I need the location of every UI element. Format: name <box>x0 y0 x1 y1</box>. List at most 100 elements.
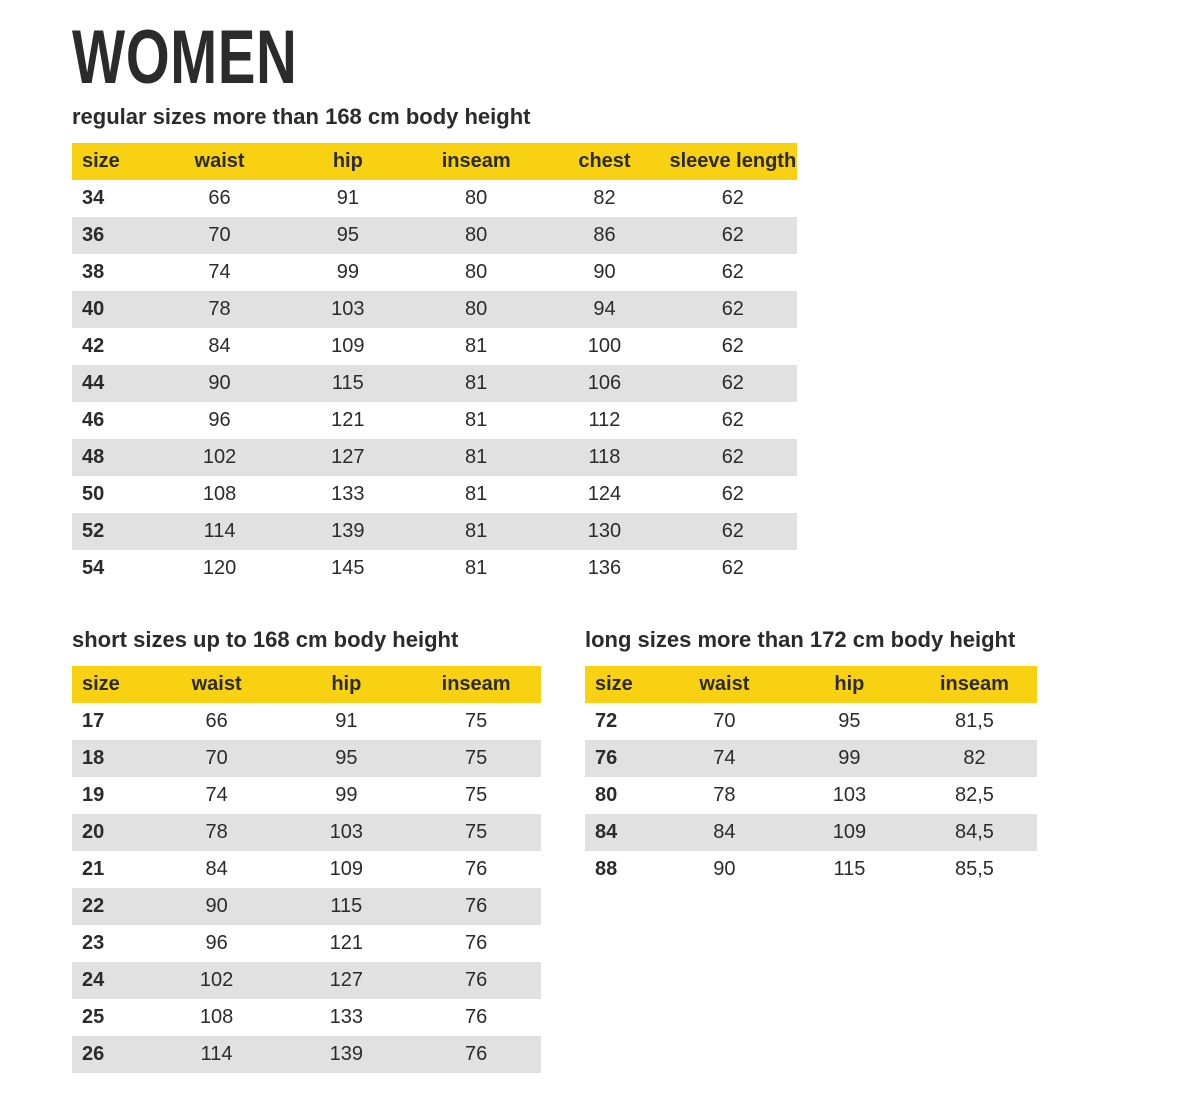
value-cell: 82,5 <box>954 784 994 806</box>
size-cell: 76 <box>595 747 618 769</box>
table-row: 72 70 95 81,5 <box>585 703 1037 740</box>
value-cell: 112 <box>588 409 621 431</box>
value-cell: 66 <box>208 187 231 209</box>
column-header-size: size <box>585 666 662 703</box>
long-sizes-subtitle: long sizes more than 172 cm body height <box>585 627 1016 652</box>
size-cell: 72 <box>595 710 618 732</box>
value-cell: 84 <box>205 858 228 880</box>
size-cell: 40 <box>82 298 105 320</box>
column-header-chest: chest <box>540 143 669 180</box>
size-cell: 42 <box>82 335 105 357</box>
value-cell: 62 <box>721 298 744 320</box>
short-sizes-section: short sizes up to 168 cm body height siz… <box>72 627 541 1073</box>
value-cell: 81 <box>465 372 488 394</box>
table-row: 42 84 109 81 100 62 <box>72 328 797 365</box>
value-cell: 62 <box>721 187 744 209</box>
column-header-inseam: inseam <box>411 666 541 703</box>
table-row: 46 96 121 81 112 62 <box>72 402 797 439</box>
size-cell: 25 <box>82 1006 105 1028</box>
value-cell: 102 <box>202 446 237 468</box>
value-cell: 76 <box>464 858 488 880</box>
size-cell: 18 <box>82 747 105 769</box>
value-cell: 82 <box>593 187 616 209</box>
table-row: 26 114 139 76 <box>72 1036 541 1073</box>
size-cell: 21 <box>82 858 105 880</box>
value-cell: 121 <box>329 932 364 954</box>
value-cell: 84 <box>713 821 736 843</box>
value-cell: 109 <box>331 335 365 357</box>
value-cell: 95 <box>336 224 359 246</box>
column-header-inseam: inseam <box>911 666 1037 703</box>
value-cell: 74 <box>205 784 228 806</box>
value-cell: 76 <box>464 895 488 917</box>
value-cell: 84,5 <box>954 821 994 843</box>
value-cell: 99 <box>335 784 358 806</box>
size-cell: 38 <box>82 261 105 283</box>
value-cell: 62 <box>721 557 744 579</box>
value-cell: 75 <box>464 747 488 769</box>
size-cell: 46 <box>82 409 105 431</box>
size-cell: 48 <box>82 446 105 468</box>
value-cell: 81 <box>465 335 488 357</box>
value-cell: 62 <box>721 224 744 246</box>
size-cell: 84 <box>595 821 618 843</box>
value-cell: 118 <box>588 446 621 468</box>
value-cell: 78 <box>208 298 231 320</box>
column-header-hip: hip <box>283 143 412 180</box>
value-cell: 62 <box>721 446 744 468</box>
value-cell: 81 <box>465 520 488 542</box>
size-cell: 44 <box>82 372 105 394</box>
size-cell: 34 <box>82 187 105 209</box>
value-cell: 145 <box>331 557 365 579</box>
value-cell: 81 <box>465 483 488 505</box>
table-row: 38 74 99 80 90 62 <box>72 254 797 291</box>
value-cell: 121 <box>331 409 365 431</box>
table-row: 21 84 109 76 <box>72 851 541 888</box>
table-row: 48 102 127 81 118 62 <box>72 439 797 476</box>
size-cell: 23 <box>82 932 105 954</box>
value-cell: 100 <box>587 335 622 357</box>
value-cell: 114 <box>203 520 236 542</box>
value-cell: 75 <box>464 784 488 806</box>
long-sizes-table: size waist hip inseam 72 70 95 81,5 76 74 99 82 80 78… <box>585 666 1037 888</box>
value-cell: 62 <box>721 335 744 357</box>
value-cell: 90 <box>593 261 616 283</box>
value-cell: 70 <box>208 224 231 246</box>
value-cell: 62 <box>721 520 744 542</box>
value-cell: 133 <box>331 483 365 505</box>
short-sizes-table: size waist hip inseam 17 66 91 75 18 70 95 75 19 74 99… <box>72 666 541 1073</box>
page-title: WOMEN <box>72 15 298 100</box>
header-row: size waist hip inseam chest sleeve length <box>72 143 797 180</box>
table-row: 34 66 91 80 82 62 <box>72 180 797 217</box>
table-row: 52 114 139 81 130 62 <box>72 513 797 550</box>
column-header-sleeve-length: sleeve length <box>668 143 797 180</box>
value-cell: 82 <box>963 747 986 769</box>
size-cell: 52 <box>82 520 105 542</box>
value-cell: 103 <box>329 821 364 843</box>
table-row: 25 108 133 76 <box>72 999 541 1036</box>
column-header-size: size <box>72 143 156 180</box>
value-cell: 76 <box>464 932 488 954</box>
value-cell: 70 <box>205 747 228 769</box>
size-cell: 88 <box>595 858 618 880</box>
column-header-waist: waist <box>151 666 282 703</box>
table-row: 80 78 103 82,5 <box>585 777 1037 814</box>
value-cell: 62 <box>721 483 744 505</box>
value-cell: 127 <box>329 969 364 991</box>
table-row: 19 74 99 75 <box>72 777 541 814</box>
value-cell: 127 <box>331 446 365 468</box>
value-cell: 91 <box>335 710 358 732</box>
value-cell: 96 <box>208 409 231 431</box>
table-row: 20 78 103 75 <box>72 814 541 851</box>
column-header-hip: hip <box>281 666 412 703</box>
value-cell: 102 <box>199 969 234 991</box>
table-row: 84 84 109 84,5 <box>585 814 1037 851</box>
value-cell: 84 <box>208 335 231 357</box>
value-cell: 81 <box>465 557 488 579</box>
value-cell: 81,5 <box>954 710 994 732</box>
value-cell: 74 <box>713 747 736 769</box>
value-cell: 139 <box>331 520 365 542</box>
table-row: 17 66 91 75 <box>72 703 541 740</box>
regular-sizes-subtitle: regular sizes more than 168 cm body heig… <box>72 104 531 129</box>
column-header-hip: hip <box>786 666 912 703</box>
